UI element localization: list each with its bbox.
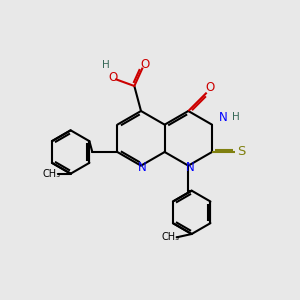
Text: H: H — [102, 60, 110, 70]
Text: H: H — [232, 112, 240, 122]
Text: N: N — [138, 161, 147, 174]
Text: S: S — [237, 146, 245, 158]
Text: O: O — [206, 81, 214, 94]
Text: O: O — [141, 58, 150, 71]
Text: N: N — [219, 111, 228, 124]
Text: N: N — [186, 161, 194, 174]
Text: O: O — [108, 71, 117, 84]
Text: CH₃: CH₃ — [162, 232, 180, 242]
Text: CH₃: CH₃ — [43, 169, 61, 179]
